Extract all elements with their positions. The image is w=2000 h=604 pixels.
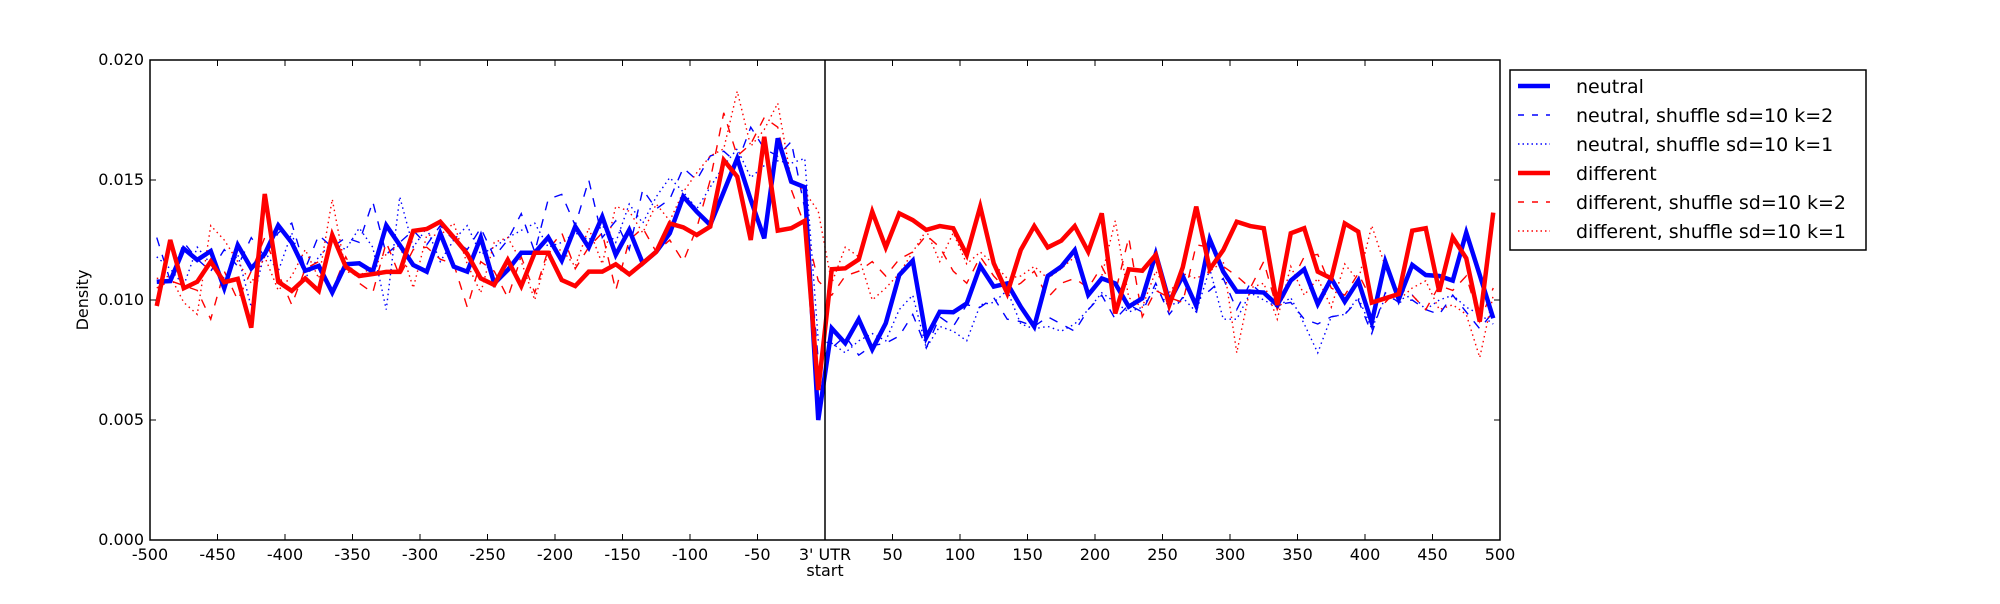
legend-label: different xyxy=(1576,163,1657,185)
x-tick-label: -200 xyxy=(537,545,573,564)
legend-entry: different xyxy=(1518,163,1657,185)
x-tick-label: 3' UTR xyxy=(799,545,851,564)
y-axis-label: Density xyxy=(73,270,92,331)
x-tick-label: 150 xyxy=(1012,545,1043,564)
legend-label: neutral, shuffle sd=10 k=2 xyxy=(1576,105,1833,127)
legend-entry: neutral, shuffle sd=10 k=2 xyxy=(1518,105,1833,127)
x-tick-label: -350 xyxy=(334,545,370,564)
legend-label: neutral xyxy=(1576,76,1644,98)
x-tick-label: -400 xyxy=(267,545,303,564)
x-tick-label: 250 xyxy=(1147,545,1178,564)
x-tick-label: -250 xyxy=(469,545,505,564)
x-tick-label: 50 xyxy=(882,545,902,564)
x-tick-label: -150 xyxy=(604,545,640,564)
y-tick-label: 0.015 xyxy=(98,170,144,189)
x-tick-label: 500 xyxy=(1485,545,1516,564)
x-tick-label: 100 xyxy=(945,545,976,564)
x-tick-label: -500 xyxy=(132,545,168,564)
x-tick-label: 350 xyxy=(1282,545,1313,564)
x-tick-label: 400 xyxy=(1350,545,1381,564)
legend-entry: neutral xyxy=(1518,76,1644,98)
axis-ticks: -500 -450 -400 -350 -300 -250 -200 -150 -100 -50 3… xyxy=(98,50,1515,564)
legend-label: different, shuffle sd=10 k=1 xyxy=(1576,221,1846,243)
legend-label: different, shuffle sd=10 k=2 xyxy=(1576,192,1846,214)
y-tick-label: 0.000 xyxy=(98,530,144,549)
x-tick-label: -450 xyxy=(199,545,235,564)
x-tick-label: -50 xyxy=(744,545,770,564)
x-tick-label: 300 xyxy=(1215,545,1246,564)
series-different-shuffle-sd-10-k-2 xyxy=(156,112,1494,324)
series-line xyxy=(156,112,1494,324)
legend-label: neutral, shuffle sd=10 k=1 xyxy=(1576,134,1833,156)
x-tick-label: -100 xyxy=(672,545,708,564)
legend-box xyxy=(1509,69,1867,251)
y-tick-label: 0.010 xyxy=(98,290,144,309)
legend: neutral neutral, shuffle sd=10 k=2 neutral… xyxy=(1509,69,1867,251)
legend-entry: different, shuffle sd=10 k=1 xyxy=(1518,221,1846,243)
y-tick-label: 0.020 xyxy=(98,50,144,69)
legend-entry: neutral, shuffle sd=10 k=1 xyxy=(1518,134,1833,156)
x-tick-label: 450 xyxy=(1417,545,1448,564)
x-axis-label: start xyxy=(806,561,843,580)
y-tick-label: 0.005 xyxy=(98,410,144,429)
x-tick-label: 200 xyxy=(1080,545,1111,564)
legend-entry: different, shuffle sd=10 k=2 xyxy=(1518,192,1846,214)
x-tick-label: -300 xyxy=(402,545,438,564)
